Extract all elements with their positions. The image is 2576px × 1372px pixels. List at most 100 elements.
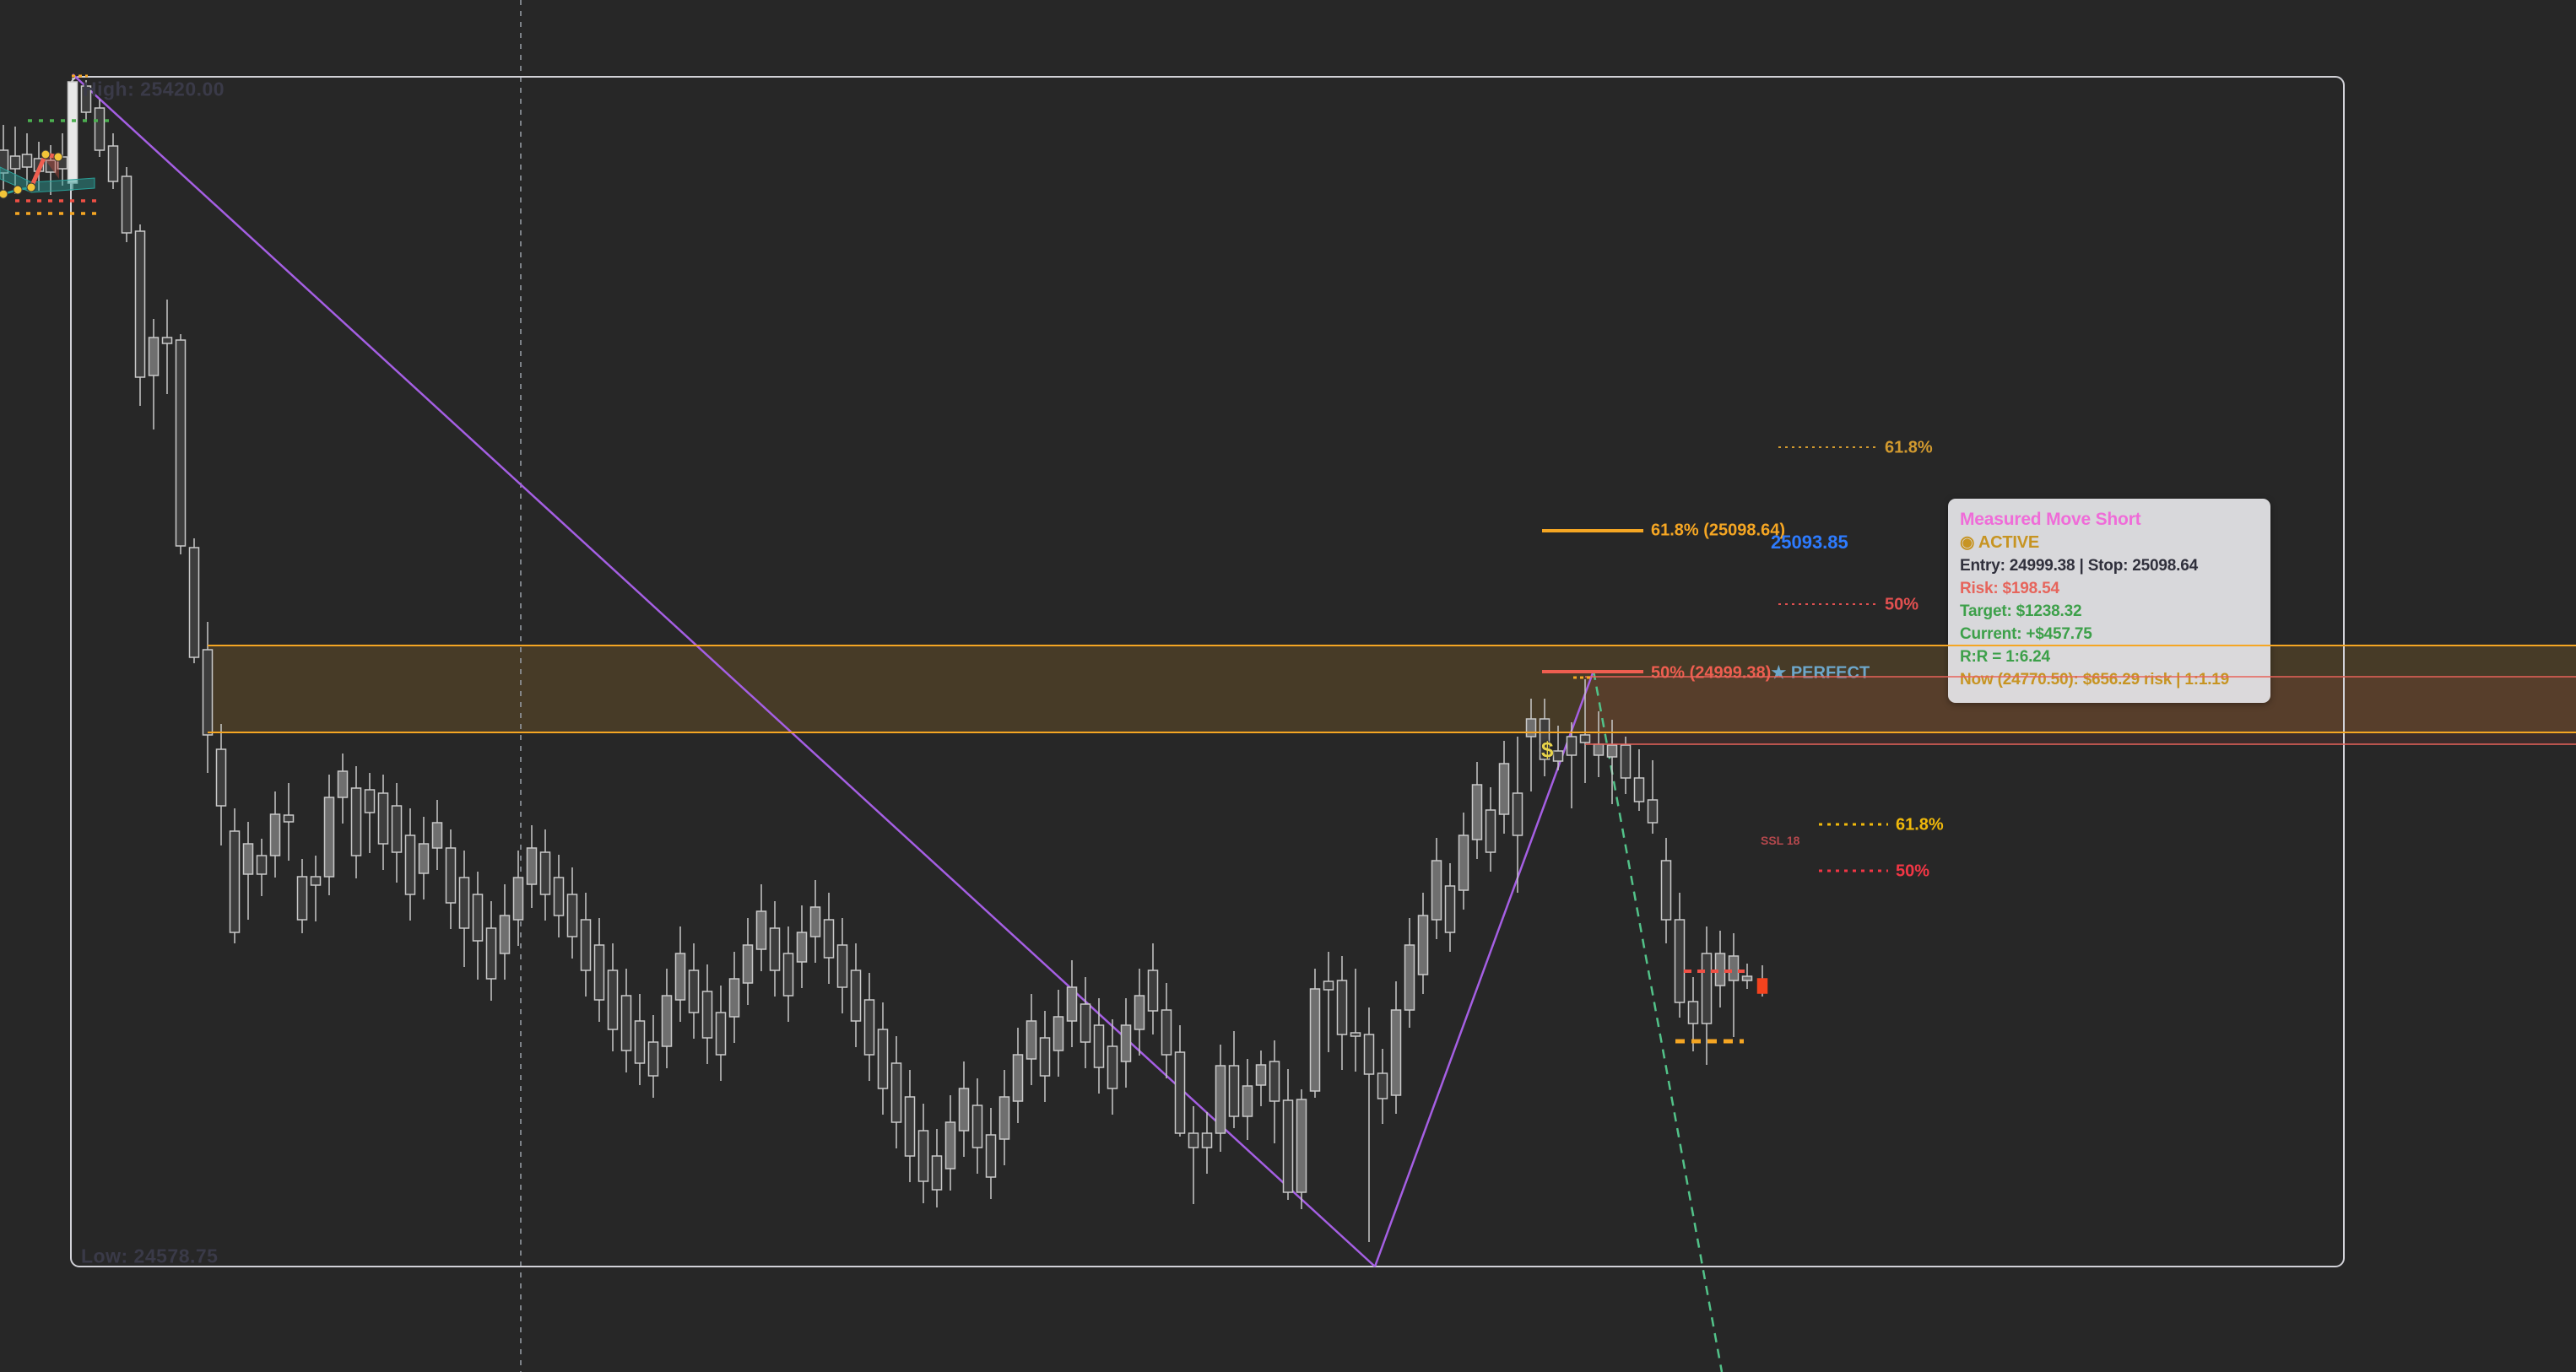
measured-move-leg-2 bbox=[1373, 670, 1595, 1267]
candle-body bbox=[431, 822, 443, 849]
candle-body bbox=[1512, 792, 1523, 836]
candle-body bbox=[215, 748, 227, 807]
candle-body bbox=[971, 1105, 983, 1148]
candle-body bbox=[1053, 1016, 1064, 1051]
indicator-dot bbox=[26, 182, 36, 192]
candle-body bbox=[1093, 1024, 1105, 1068]
candle-body bbox=[377, 792, 389, 845]
fib-618-upper-label[interactable]: 61.8% bbox=[1885, 438, 1933, 457]
candle-body bbox=[1674, 919, 1686, 1003]
candle-body bbox=[661, 995, 673, 1047]
trade-info-panel[interactable]: Measured Move Short ◉ ACTIVE Entry: 2499… bbox=[1948, 499, 2270, 703]
candle-body bbox=[958, 1088, 970, 1132]
candle-body bbox=[890, 1062, 902, 1123]
indicator-ribbon bbox=[0, 166, 95, 193]
candle-body bbox=[391, 805, 403, 853]
candle-body bbox=[931, 1155, 943, 1191]
candle-body bbox=[175, 339, 187, 547]
candle-body bbox=[134, 230, 146, 378]
panel-risk: Risk: $198.54 bbox=[1960, 580, 2059, 597]
candle-body bbox=[1566, 736, 1578, 756]
candle-body bbox=[1498, 763, 1510, 815]
candle-body bbox=[1377, 1072, 1388, 1099]
candle-body bbox=[337, 770, 349, 798]
candle-body bbox=[526, 847, 538, 885]
candle-body bbox=[728, 978, 740, 1018]
candle-body bbox=[67, 81, 78, 184]
candle-body bbox=[1593, 743, 1605, 756]
candle-body bbox=[1134, 995, 1145, 1030]
range-high-watermark: High: 25420.00 bbox=[83, 78, 225, 100]
candle-body bbox=[823, 919, 835, 959]
candle-body bbox=[863, 999, 875, 1056]
mini-candle-body bbox=[21, 154, 33, 168]
indicator-dot bbox=[53, 152, 63, 162]
candle-body bbox=[1309, 988, 1321, 1092]
candle-body bbox=[296, 876, 308, 921]
candle-body bbox=[1296, 1099, 1307, 1193]
candle-body bbox=[1269, 1061, 1280, 1102]
candle-body bbox=[148, 337, 160, 376]
panel-status-active: ◉ ACTIVE bbox=[1960, 533, 2040, 552]
candle-body bbox=[1120, 1024, 1132, 1062]
candle-body bbox=[485, 927, 497, 980]
perfect-badge: ★ PERFECT bbox=[1771, 663, 1870, 683]
candle-body bbox=[1552, 750, 1564, 762]
fib-50-lower-label[interactable]: 50% bbox=[1896, 862, 1930, 881]
candle-body bbox=[1539, 718, 1550, 760]
candle-body bbox=[688, 970, 700, 1013]
panel-entry-stop: Entry: 24999.38 | Stop: 25098.64 bbox=[1960, 557, 2198, 575]
candle-body bbox=[1756, 978, 1768, 994]
candle-body bbox=[701, 991, 713, 1039]
candle-body bbox=[769, 927, 781, 971]
indicator-dot bbox=[13, 185, 23, 195]
candle-body bbox=[283, 814, 295, 823]
fib-50-upper-label[interactable]: 50% bbox=[1885, 595, 1919, 614]
candle-body bbox=[1012, 1054, 1024, 1102]
candle-body bbox=[1728, 955, 1740, 981]
candle-body bbox=[1525, 718, 1537, 737]
fib-618-level-label[interactable]: 61.8% (25098.64) bbox=[1651, 521, 1786, 540]
candle-body bbox=[1431, 860, 1442, 921]
candle-body bbox=[1039, 1037, 1051, 1077]
candle-body bbox=[256, 855, 268, 875]
candle-body bbox=[404, 835, 416, 895]
candle-body bbox=[1444, 885, 1456, 933]
candle-body bbox=[796, 932, 808, 963]
candle-body bbox=[1417, 915, 1429, 975]
candle-body bbox=[620, 995, 632, 1051]
entry-dollar-marker[interactable]: $ bbox=[1541, 737, 1554, 763]
candle-body bbox=[499, 915, 511, 954]
fib-50-text: 50% (24999.38) bbox=[1651, 663, 1772, 683]
candle-body bbox=[310, 876, 322, 886]
candle-body bbox=[742, 944, 754, 984]
candle-body bbox=[364, 789, 376, 813]
candle-body bbox=[80, 85, 92, 113]
fib-618-lower-label[interactable]: 61.8% bbox=[1896, 815, 1944, 835]
candle-body bbox=[269, 813, 281, 856]
candle-body bbox=[1228, 1065, 1240, 1117]
candle-body bbox=[1620, 744, 1632, 779]
candle-body bbox=[1174, 1051, 1186, 1134]
candle-body bbox=[1066, 986, 1078, 1022]
candle-body bbox=[1242, 1085, 1253, 1117]
candle-body bbox=[539, 851, 551, 895]
indicator-dot bbox=[0, 189, 8, 199]
candle-body bbox=[1633, 777, 1645, 802]
candle-body bbox=[1458, 835, 1469, 891]
candle-body bbox=[809, 906, 821, 937]
panel-target: Target: $1238.32 bbox=[1960, 602, 2082, 620]
range-low-watermark: Low: 24578.75 bbox=[81, 1245, 219, 1267]
candle-body bbox=[1660, 860, 1672, 921]
panel-risk-reward: R:R = 1:6.24 bbox=[1960, 648, 2050, 666]
candle-body bbox=[1188, 1132, 1199, 1148]
candle-body bbox=[715, 1012, 727, 1056]
candle-body bbox=[1714, 953, 1726, 986]
candle-body bbox=[1647, 799, 1659, 824]
candle-body bbox=[985, 1134, 997, 1178]
fib-50-level-label[interactable]: 50% (24999.38)★ PERFECT bbox=[1651, 662, 1870, 683]
ssl-indicator-label: SSL 18 bbox=[1761, 834, 1800, 847]
candle-body bbox=[1701, 953, 1713, 1024]
candle-body bbox=[1741, 975, 1753, 981]
